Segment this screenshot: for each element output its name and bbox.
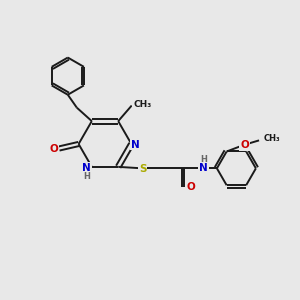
Text: O: O [240, 140, 249, 150]
Text: O: O [49, 143, 58, 154]
Text: H: H [83, 172, 90, 181]
Text: N: N [199, 164, 208, 173]
Text: N: N [82, 163, 91, 173]
Text: CH₃: CH₃ [263, 134, 280, 143]
Text: S: S [139, 164, 146, 174]
Text: CH₃: CH₃ [133, 100, 151, 109]
Text: O: O [186, 182, 195, 192]
Text: N: N [130, 140, 140, 150]
Text: H: H [200, 155, 207, 164]
